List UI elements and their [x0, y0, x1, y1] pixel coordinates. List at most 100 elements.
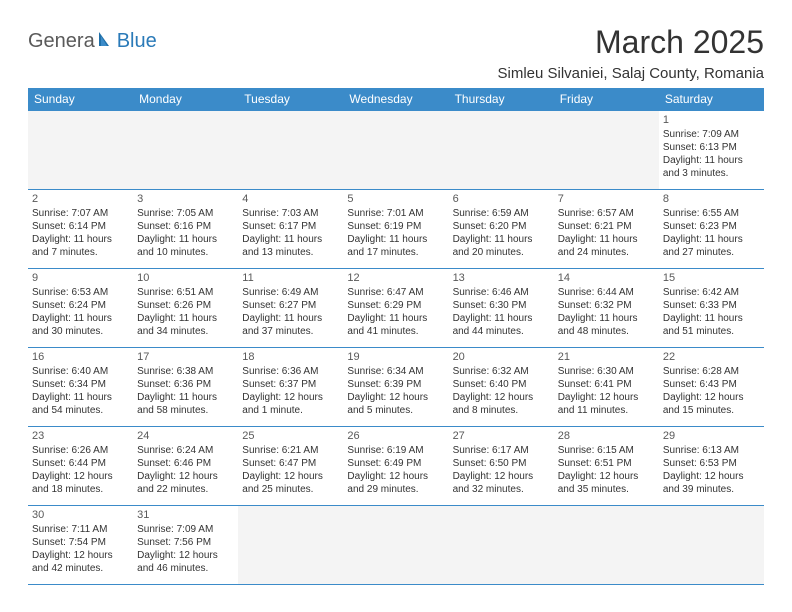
weekday-header: Wednesday: [343, 88, 448, 111]
day-number: 19: [347, 350, 444, 364]
day-info-line: Daylight: 12 hours: [137, 549, 234, 562]
day-info-line: and 44 minutes.: [453, 325, 550, 338]
calendar-cell: [554, 111, 659, 190]
day-info-line: and 58 minutes.: [137, 404, 234, 417]
day-info-line: Sunset: 6:41 PM: [558, 378, 655, 391]
day-info-line: Sunset: 6:51 PM: [558, 457, 655, 470]
weekday-header-row: Sunday Monday Tuesday Wednesday Thursday…: [28, 88, 764, 111]
day-info-line: Sunset: 6:14 PM: [32, 220, 129, 233]
day-info-line: and 18 minutes.: [32, 483, 129, 496]
day-number: 18: [242, 350, 339, 364]
day-info-line: Sunset: 6:39 PM: [347, 378, 444, 391]
day-info-line: and 17 minutes.: [347, 246, 444, 259]
day-info-line: Sunset: 6:20 PM: [453, 220, 550, 233]
calendar-cell: 17Sunrise: 6:38 AMSunset: 6:36 PMDayligh…: [133, 348, 238, 427]
day-info-line: and 3 minutes.: [663, 167, 760, 180]
day-info-line: Daylight: 12 hours: [663, 470, 760, 483]
day-info-line: Daylight: 12 hours: [347, 470, 444, 483]
day-number: 7: [558, 192, 655, 206]
day-number: 23: [32, 429, 129, 443]
day-info-line: Sunrise: 6:28 AM: [663, 365, 760, 378]
day-number: 22: [663, 350, 760, 364]
day-info-line: Daylight: 11 hours: [242, 312, 339, 325]
calendar-cell: 14Sunrise: 6:44 AMSunset: 6:32 PMDayligh…: [554, 269, 659, 348]
calendar-cell: 2Sunrise: 7:07 AMSunset: 6:14 PMDaylight…: [28, 190, 133, 269]
day-info-line: Daylight: 12 hours: [453, 470, 550, 483]
location-text: Simleu Silvaniei, Salaj County, Romania: [497, 65, 764, 82]
calendar-cell: 11Sunrise: 6:49 AMSunset: 6:27 PMDayligh…: [238, 269, 343, 348]
calendar-cell: 30Sunrise: 7:11 AMSunset: 7:54 PMDayligh…: [28, 506, 133, 585]
calendar-cell: 16Sunrise: 6:40 AMSunset: 6:34 PMDayligh…: [28, 348, 133, 427]
calendar-cell: 4Sunrise: 7:03 AMSunset: 6:17 PMDaylight…: [238, 190, 343, 269]
day-info-line: Sunrise: 6:26 AM: [32, 444, 129, 457]
day-info-line: Sunrise: 6:13 AM: [663, 444, 760, 457]
day-info-line: Sunset: 6:47 PM: [242, 457, 339, 470]
calendar-body: 1Sunrise: 7:09 AMSunset: 6:13 PMDaylight…: [28, 111, 764, 585]
header: Genera Blue March 2025 Simleu Silvaniei,…: [28, 24, 764, 82]
day-info-line: Sunrise: 7:01 AM: [347, 207, 444, 220]
day-number: 13: [453, 271, 550, 285]
day-info-line: Sunrise: 6:19 AM: [347, 444, 444, 457]
day-info-line: and 54 minutes.: [32, 404, 129, 417]
day-info-line: and 34 minutes.: [137, 325, 234, 338]
day-info-line: and 48 minutes.: [558, 325, 655, 338]
calendar-week-row: 16Sunrise: 6:40 AMSunset: 6:34 PMDayligh…: [28, 348, 764, 427]
day-number: 29: [663, 429, 760, 443]
day-info-line: Daylight: 11 hours: [137, 233, 234, 246]
calendar-cell: 28Sunrise: 6:15 AMSunset: 6:51 PMDayligh…: [554, 427, 659, 506]
calendar-cell: 10Sunrise: 6:51 AMSunset: 6:26 PMDayligh…: [133, 269, 238, 348]
calendar-cell: 13Sunrise: 6:46 AMSunset: 6:30 PMDayligh…: [449, 269, 554, 348]
day-number: 25: [242, 429, 339, 443]
day-info-line: Sunrise: 7:05 AM: [137, 207, 234, 220]
day-info-line: Sunset: 6:34 PM: [32, 378, 129, 391]
calendar-week-row: 1Sunrise: 7:09 AMSunset: 6:13 PMDaylight…: [28, 111, 764, 190]
calendar-cell: 3Sunrise: 7:05 AMSunset: 6:16 PMDaylight…: [133, 190, 238, 269]
day-number: 2: [32, 192, 129, 206]
day-info-line: and 8 minutes.: [453, 404, 550, 417]
day-number: 6: [453, 192, 550, 206]
weekday-header: Tuesday: [238, 88, 343, 111]
day-info-line: Sunrise: 6:32 AM: [453, 365, 550, 378]
day-number: 26: [347, 429, 444, 443]
day-info-line: Sunrise: 6:49 AM: [242, 286, 339, 299]
day-info-line: Daylight: 12 hours: [242, 470, 339, 483]
day-info-line: and 42 minutes.: [32, 562, 129, 575]
day-info-line: and 10 minutes.: [137, 246, 234, 259]
day-info-line: and 41 minutes.: [347, 325, 444, 338]
calendar-cell: [343, 506, 448, 585]
day-info-line: Sunrise: 6:38 AM: [137, 365, 234, 378]
day-info-line: Sunrise: 6:46 AM: [453, 286, 550, 299]
logo-sail-icon: [97, 30, 115, 53]
day-info-line: Sunset: 6:37 PM: [242, 378, 339, 391]
day-info-line: Sunrise: 6:57 AM: [558, 207, 655, 220]
day-info-line: Daylight: 12 hours: [663, 391, 760, 404]
day-info-line: and 20 minutes.: [453, 246, 550, 259]
day-number: 28: [558, 429, 655, 443]
day-number: 10: [137, 271, 234, 285]
day-info-line: Sunset: 6:50 PM: [453, 457, 550, 470]
day-info-line: Sunrise: 6:34 AM: [347, 365, 444, 378]
day-info-line: Sunrise: 7:09 AM: [663, 128, 760, 141]
day-number: 12: [347, 271, 444, 285]
calendar-cell: 12Sunrise: 6:47 AMSunset: 6:29 PMDayligh…: [343, 269, 448, 348]
day-info-line: Sunrise: 7:03 AM: [242, 207, 339, 220]
day-info-line: Sunrise: 6:21 AM: [242, 444, 339, 457]
day-number: 14: [558, 271, 655, 285]
day-info-line: Daylight: 11 hours: [453, 233, 550, 246]
month-title: March 2025: [497, 24, 764, 61]
title-block: March 2025 Simleu Silvaniei, Salaj Count…: [497, 24, 764, 82]
weekday-header: Sunday: [28, 88, 133, 111]
day-info-line: Sunset: 6:46 PM: [137, 457, 234, 470]
day-info-line: and 30 minutes.: [32, 325, 129, 338]
day-info-line: Sunset: 6:43 PM: [663, 378, 760, 391]
day-number: 1: [663, 113, 760, 127]
day-info-line: Sunrise: 6:53 AM: [32, 286, 129, 299]
day-info-line: Daylight: 11 hours: [558, 233, 655, 246]
day-info-line: Sunset: 6:40 PM: [453, 378, 550, 391]
day-info-line: and 13 minutes.: [242, 246, 339, 259]
calendar-cell: [449, 506, 554, 585]
calendar-cell: 24Sunrise: 6:24 AMSunset: 6:46 PMDayligh…: [133, 427, 238, 506]
day-info-line: Sunrise: 6:59 AM: [453, 207, 550, 220]
day-number: 30: [32, 508, 129, 522]
day-info-line: Sunrise: 6:44 AM: [558, 286, 655, 299]
